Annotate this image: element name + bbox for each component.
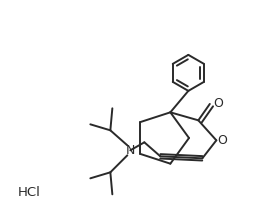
Text: O: O xyxy=(217,134,227,147)
Text: O: O xyxy=(213,97,223,110)
Text: N: N xyxy=(126,144,135,157)
Text: HCl: HCl xyxy=(18,185,41,198)
